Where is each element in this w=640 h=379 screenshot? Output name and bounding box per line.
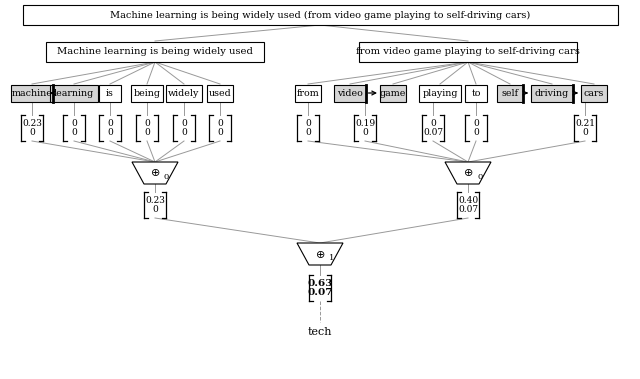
- Text: 0: 0: [217, 128, 223, 137]
- Text: 0.19: 0.19: [355, 119, 375, 128]
- Text: 0: 0: [29, 128, 35, 137]
- Text: 0: 0: [305, 128, 311, 137]
- Bar: [465, 85, 487, 102]
- Text: $\oplus$: $\oplus$: [315, 249, 325, 260]
- Text: from video game playing to self-driving cars: from video game playing to self-driving …: [356, 47, 580, 56]
- Text: 0.07: 0.07: [458, 205, 478, 214]
- Text: 0: 0: [71, 119, 77, 128]
- Text: $\oplus$: $\oplus$: [463, 168, 473, 179]
- Text: 0: 0: [181, 128, 187, 137]
- Bar: [166, 85, 202, 102]
- Text: 0.40: 0.40: [458, 196, 478, 205]
- Text: 0.63: 0.63: [307, 279, 333, 288]
- Text: 0: 0: [477, 173, 483, 181]
- Bar: [99, 85, 121, 102]
- Bar: [419, 85, 461, 102]
- Bar: [11, 85, 53, 102]
- Bar: [359, 42, 577, 62]
- Text: tech: tech: [308, 327, 332, 337]
- Text: $\oplus$: $\oplus$: [150, 168, 160, 179]
- Text: 0.23: 0.23: [22, 119, 42, 128]
- Bar: [531, 85, 573, 102]
- Text: 0: 0: [107, 119, 113, 128]
- Text: 1: 1: [329, 254, 334, 262]
- Bar: [51, 85, 98, 102]
- Text: 0.07: 0.07: [423, 128, 443, 137]
- Bar: [207, 85, 233, 102]
- Text: to: to: [471, 89, 481, 97]
- Text: 0: 0: [473, 128, 479, 137]
- Polygon shape: [297, 243, 343, 265]
- Text: game: game: [380, 89, 406, 97]
- Text: 0.07: 0.07: [307, 288, 333, 297]
- Bar: [295, 85, 321, 102]
- Text: widely: widely: [168, 89, 200, 97]
- Text: 0: 0: [430, 119, 436, 128]
- Text: 0: 0: [305, 119, 311, 128]
- Polygon shape: [132, 162, 178, 184]
- Bar: [380, 85, 406, 102]
- Text: 0: 0: [473, 119, 479, 128]
- Text: 0.23: 0.23: [145, 196, 165, 205]
- Text: 0: 0: [107, 128, 113, 137]
- Text: Machine learning is being widely used (from video game playing to self-driving c: Machine learning is being widely used (f…: [110, 11, 530, 20]
- Text: 0: 0: [152, 205, 158, 214]
- Bar: [497, 85, 523, 102]
- Text: driving: driving: [535, 89, 569, 97]
- Text: 0: 0: [144, 119, 150, 128]
- Bar: [334, 85, 365, 102]
- Bar: [46, 42, 264, 62]
- Text: is: is: [106, 89, 114, 97]
- Text: 0: 0: [144, 128, 150, 137]
- Bar: [22, 5, 618, 25]
- Text: being: being: [134, 89, 161, 97]
- Bar: [131, 85, 163, 102]
- Bar: [581, 85, 607, 102]
- Text: cars: cars: [584, 89, 604, 97]
- Text: 0: 0: [164, 173, 169, 181]
- Text: used: used: [209, 89, 232, 97]
- Text: self: self: [501, 89, 518, 97]
- Text: machine: machine: [12, 89, 52, 97]
- Text: from: from: [296, 89, 319, 97]
- Text: Machine learning is being widely used: Machine learning is being widely used: [57, 47, 253, 56]
- Text: 0: 0: [71, 128, 77, 137]
- Text: 0.21: 0.21: [575, 119, 595, 128]
- Text: playing: playing: [422, 89, 458, 97]
- Text: learning: learning: [54, 89, 94, 97]
- Text: 0: 0: [582, 128, 588, 137]
- Text: 0: 0: [181, 119, 187, 128]
- Polygon shape: [445, 162, 491, 184]
- Text: 0: 0: [362, 128, 368, 137]
- Text: video: video: [337, 89, 363, 97]
- Text: 0: 0: [217, 119, 223, 128]
